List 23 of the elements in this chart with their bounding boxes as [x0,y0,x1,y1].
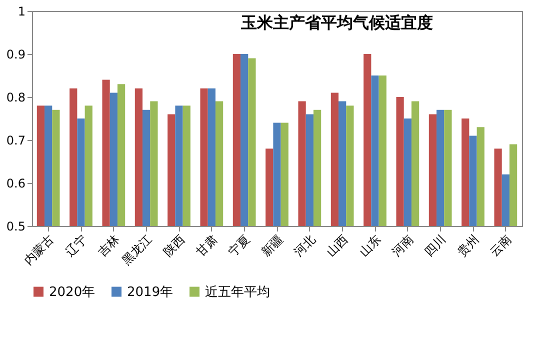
y-tick-label: 1 [18,4,26,18]
x-tick-label: 甘肃 [193,232,220,259]
x-tick-label: 河南 [389,232,416,259]
x-tick-label: 辽宁 [62,232,90,259]
legend-label: 2019年 [127,284,174,300]
chart-title: 玉米主产省平均气候适宜度 [240,13,433,32]
y-tick-label: 0.6 [6,176,26,190]
x-tick-label: 新疆 [258,232,286,259]
x-tick-label: 陕西 [160,232,188,259]
y-tick-label: 0.9 [6,48,26,62]
y-tick-label: 0.8 [6,90,26,104]
x-tick-label: 宁夏 [226,232,253,259]
legend-label: 2020年 [49,284,96,300]
x-tick-label: 山西 [324,232,351,259]
x-tick-label: 河北 [291,232,318,259]
legend-label: 近五年平均 [205,284,270,300]
y-tick-label: 0.7 [6,134,26,148]
x-tick-label: 四川 [422,232,449,259]
x-tick-label: 云南 [487,232,514,259]
x-tick-label: 贵州 [454,232,482,259]
x-tick-label: 山东 [356,232,384,259]
x-tick-label: 内蒙古 [21,232,57,268]
y-tick-label: 0.5 [6,220,26,234]
